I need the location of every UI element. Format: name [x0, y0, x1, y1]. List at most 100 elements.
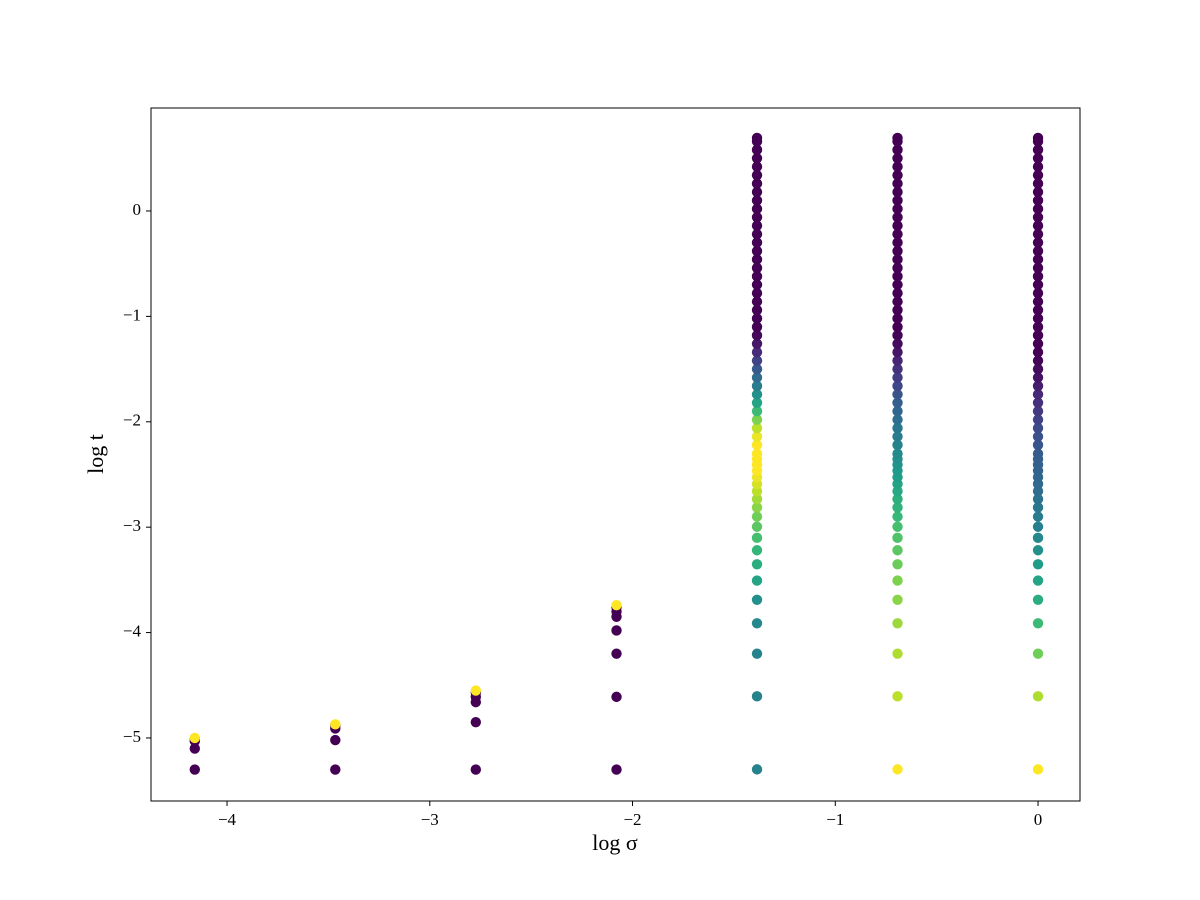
scatter-point: [892, 203, 903, 215]
scatter-point: [751, 254, 763, 265]
scatter-point: [751, 691, 763, 702]
x-tick-label: −1: [826, 810, 844, 829]
scatter-point: [892, 511, 903, 522]
scatter-point: [1032, 691, 1044, 702]
scatter-point: [1032, 132, 1044, 144]
scatter-point: [1032, 618, 1044, 629]
scatter-point: [1032, 397, 1044, 409]
scatter-point: [1032, 220, 1044, 231]
scatter-point: [892, 486, 903, 497]
scatter-point: [892, 271, 903, 282]
scatter-point: [470, 685, 482, 696]
scatter-point: [611, 599, 622, 611]
scatter-point: [892, 237, 903, 248]
scatter-point: [751, 448, 763, 459]
scatter-point: [892, 414, 903, 425]
scatter-point: [1032, 594, 1044, 605]
scatter-point: [751, 618, 763, 629]
scatter-point: [892, 212, 903, 223]
scatter-point: [892, 545, 903, 556]
y-tick-label: −5: [123, 727, 141, 746]
scatter-point: [892, 594, 903, 605]
scatter-point: [1032, 575, 1044, 586]
scatter-point: [751, 363, 763, 375]
scatter-point: [751, 594, 763, 605]
scatter-point: [892, 355, 903, 366]
scatter-point: [892, 144, 903, 156]
scatter-point: [1032, 169, 1044, 181]
scatter-point: [189, 732, 200, 744]
scatter-point: [1032, 304, 1044, 316]
scatter-point: [892, 330, 903, 341]
scatter-point: [892, 448, 903, 459]
scatter-point: [892, 691, 903, 702]
scatter-point: [1032, 521, 1044, 532]
scatter-point: [892, 575, 903, 586]
scatter-point: [892, 521, 903, 532]
scatter-point: [892, 287, 903, 299]
scatter-point: [892, 764, 903, 775]
scatter-point: [892, 195, 903, 206]
scatter-point: [611, 648, 622, 659]
y-tick-label: −3: [123, 516, 141, 535]
scatter-point: [611, 625, 622, 636]
scatter-point: [892, 397, 903, 409]
scatter-point: [1032, 486, 1044, 497]
scatter-point: [892, 363, 903, 375]
scatter-point: [892, 422, 903, 434]
scatter-point: [1032, 493, 1044, 505]
scatter-point: [751, 389, 763, 400]
scatter-point: [751, 545, 763, 556]
plot-points: [189, 132, 1044, 775]
scatter-point: [330, 764, 341, 775]
scatter-point: [892, 338, 903, 349]
scatter-point: [1032, 355, 1044, 366]
scatter-point: [1032, 414, 1044, 425]
scatter-point: [1032, 228, 1044, 240]
scatter-point: [751, 220, 763, 231]
scatter-point: [1032, 448, 1044, 459]
scatter-point: [892, 313, 903, 324]
x-tick-label: −2: [623, 810, 641, 829]
y-tick-label: −4: [123, 621, 142, 640]
scatter-point: [751, 161, 763, 172]
scatter-point: [892, 321, 903, 333]
x-axis-label: log σ: [592, 830, 638, 855]
scatter-point: [751, 313, 763, 324]
scatter-point: [892, 153, 903, 164]
scatter-point: [1032, 380, 1044, 392]
scatter-point: [751, 296, 763, 307]
scatter-point: [892, 372, 903, 383]
scatter-point: [892, 389, 903, 400]
scatter-point: [892, 169, 903, 181]
scatter-point: [751, 132, 763, 144]
scatter-point: [751, 372, 763, 383]
scatter-point: [1032, 144, 1044, 156]
scatter-point: [1032, 279, 1044, 290]
scatter-point: [751, 245, 763, 257]
scatter-point: [1032, 321, 1044, 333]
y-axis-label: log t: [83, 434, 108, 474]
scatter-point: [751, 144, 763, 156]
scatter-point: [189, 743, 200, 754]
scatter-point: [892, 262, 903, 274]
scatter-point: [1032, 313, 1044, 324]
scatter-point: [892, 532, 903, 544]
scatter-point: [1032, 764, 1044, 775]
x-tick-label: −4: [218, 810, 237, 829]
scatter-point: [1032, 161, 1044, 172]
scatter-point: [751, 169, 763, 181]
y-tick-label: 0: [133, 200, 142, 219]
scatter-point: [1032, 287, 1044, 299]
scatter-point: [751, 397, 763, 409]
scatter-point: [892, 186, 903, 198]
scatter-point: [751, 321, 763, 333]
scatter-point: [751, 431, 763, 442]
scatter-point: [1032, 648, 1044, 659]
scatter-point: [330, 719, 341, 730]
scatter-point: [751, 347, 763, 358]
scatter-point: [1032, 195, 1044, 206]
scatter-point: [751, 406, 763, 417]
